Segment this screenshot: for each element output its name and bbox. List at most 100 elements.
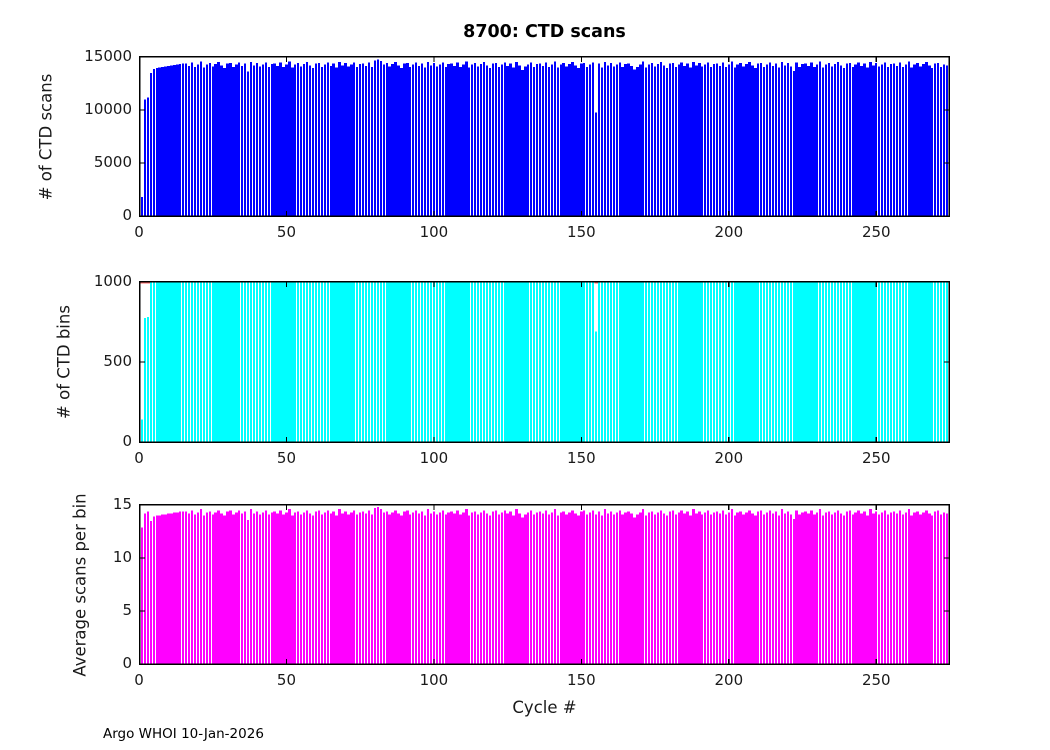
- bar: [719, 513, 721, 664]
- y-tick-label: 5: [122, 601, 132, 619]
- bar: [595, 112, 597, 216]
- bar: [288, 282, 291, 442]
- bar: [453, 65, 456, 216]
- bar: [866, 67, 869, 216]
- bar: [203, 515, 205, 664]
- bar: [610, 511, 612, 664]
- bar: [217, 282, 220, 442]
- bar: [719, 282, 721, 442]
- bar: [840, 513, 842, 664]
- bar: [412, 64, 414, 216]
- bar: [866, 515, 869, 664]
- bar: [409, 282, 411, 442]
- bar: [353, 62, 355, 217]
- bar: [318, 510, 320, 664]
- bar: [194, 66, 196, 217]
- bar: [545, 510, 547, 664]
- bar: [701, 282, 703, 442]
- bar: [881, 512, 883, 664]
- bar: [565, 282, 568, 442]
- bar: [884, 62, 886, 217]
- bar: [279, 510, 282, 664]
- bar: [306, 510, 308, 664]
- bar: [300, 514, 302, 664]
- bar: [459, 282, 462, 442]
- bar: [837, 510, 839, 664]
- bar: [504, 510, 506, 664]
- bar: [654, 514, 656, 664]
- bar: [206, 282, 208, 442]
- bar: [315, 282, 317, 442]
- bar: [447, 282, 450, 442]
- bar: [577, 67, 580, 216]
- bar: [445, 66, 447, 217]
- bar: [453, 282, 456, 442]
- bar: [288, 61, 291, 216]
- bar: [669, 63, 671, 216]
- bar: [698, 511, 701, 664]
- bar: [406, 282, 409, 442]
- bar: [669, 511, 671, 664]
- y-axis-label: Average scans per bin: [70, 492, 90, 677]
- bar: [539, 511, 541, 664]
- x-tick-label: 200: [714, 671, 744, 689]
- bar: [509, 282, 512, 442]
- bar: [176, 282, 179, 442]
- bar: [784, 65, 786, 216]
- bar: [406, 510, 409, 664]
- bar: [680, 282, 683, 442]
- bar: [910, 67, 913, 216]
- bar: [477, 66, 479, 216]
- bar: [200, 61, 202, 216]
- bar: [188, 513, 190, 664]
- bar: [666, 282, 668, 442]
- bar: [356, 66, 358, 217]
- bar: [795, 62, 798, 217]
- bar: [501, 282, 503, 442]
- bar: [577, 282, 580, 442]
- bar: [854, 512, 857, 664]
- bar: [492, 63, 494, 216]
- bar: [580, 282, 583, 442]
- bar: [206, 512, 208, 664]
- bar: [495, 282, 497, 442]
- bar: [807, 65, 810, 216]
- bar: [557, 515, 559, 664]
- y-tick-label: 500: [103, 352, 132, 370]
- bar: [548, 282, 550, 442]
- bar: [793, 518, 795, 664]
- bar: [276, 282, 279, 442]
- bar: [380, 282, 382, 442]
- bar: [905, 64, 907, 217]
- bar: [869, 61, 872, 216]
- bar: [232, 514, 235, 664]
- y-tick-label: 15: [112, 495, 132, 513]
- bar: [294, 64, 296, 216]
- bar: [621, 66, 624, 217]
- bar: [934, 511, 936, 664]
- bar: [657, 282, 659, 442]
- bar: [330, 282, 332, 442]
- bar: [707, 282, 709, 442]
- bar: [757, 282, 759, 442]
- x-tick-label: 250: [861, 223, 891, 241]
- bar: [574, 513, 577, 664]
- bar: [807, 513, 810, 664]
- bar: [763, 514, 765, 664]
- bar: [442, 62, 444, 217]
- bar: [141, 196, 143, 216]
- x-tick-label: 200: [714, 223, 744, 241]
- bar: [931, 67, 933, 216]
- bar: [657, 63, 659, 216]
- bar: [571, 62, 574, 217]
- bar: [745, 63, 748, 216]
- bar: [766, 282, 768, 442]
- bar: [630, 65, 633, 216]
- bar: [303, 63, 305, 216]
- bar: [206, 64, 208, 216]
- bar: [253, 513, 255, 664]
- bar: [748, 62, 751, 217]
- x-tick-label: 0: [134, 671, 144, 689]
- bar: [504, 282, 506, 442]
